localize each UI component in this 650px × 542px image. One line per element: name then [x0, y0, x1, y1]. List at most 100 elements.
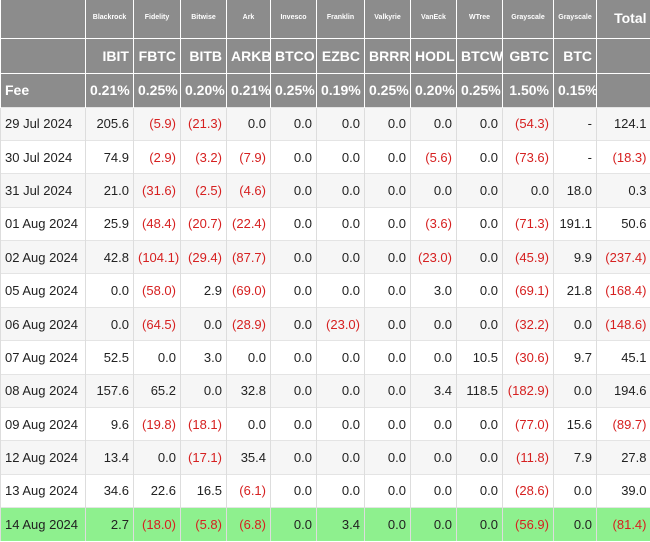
- flow-cell: 0.0: [502, 173, 554, 208]
- data-row: 14 Aug 2024 2.7 (18.0) (5.8) (6.8) 0.0 3.4 0.0 0…: [0, 507, 650, 542]
- flow-cell: (30.6): [502, 340, 554, 375]
- flow-cell: 0.0: [270, 407, 317, 441]
- ticker: GBTC: [502, 37, 554, 73]
- total-cell: (81.4): [596, 507, 650, 542]
- flow-cell: 0.0: [226, 340, 271, 375]
- date: 01 Aug 2024: [0, 206, 86, 241]
- flow-cell: (19.8): [133, 407, 181, 441]
- ticker: EZBC: [316, 37, 365, 73]
- flow-cell: 0.0: [553, 473, 597, 508]
- flow-cell: 3.4: [316, 507, 365, 542]
- flow-cell: (69.0): [226, 273, 271, 308]
- total-cell: (18.3): [596, 139, 650, 174]
- issuer: Blackrock: [85, 0, 134, 38]
- flow-cell: 22.6: [133, 473, 181, 508]
- flow-cell: 0.0: [133, 440, 181, 475]
- header: Blackrock Fidelity Bitwise Ark Invesco Frankl…: [0, 0, 650, 73]
- flow-cell: 32.8: [226, 373, 271, 408]
- blank: [596, 72, 650, 107]
- flow-cell: 0.0: [364, 440, 411, 475]
- flow-cell: 157.6: [85, 373, 134, 408]
- flow-cell: 0.0: [410, 340, 457, 375]
- flow-cell: 0.0: [270, 340, 317, 375]
- flow-cell: 0.0: [364, 139, 411, 174]
- date: 08 Aug 2024: [0, 373, 86, 408]
- flow-cell: 0.0: [270, 473, 317, 508]
- flow-cell: 191.1: [553, 206, 597, 241]
- flow-cell: (28.9): [226, 306, 271, 341]
- flow-cell: 0.0: [316, 473, 365, 508]
- flow-cell: (7.9): [226, 139, 271, 174]
- flow-cell: (104.1): [133, 240, 181, 274]
- flow-cell: (28.6): [502, 473, 554, 508]
- fee-row: Fee 0.21% 0.25% 0.20% 0.21% 0.25% 0.19% 0.25% 0…: [0, 72, 650, 107]
- flow-cell: 18.0: [553, 173, 597, 208]
- flow-cell: 0.0: [410, 173, 457, 208]
- fee: 0.25%: [364, 72, 411, 107]
- flow-cell: 0.0: [316, 139, 365, 174]
- fee: 0.19%: [316, 72, 365, 107]
- flow-cell: (31.6): [133, 173, 181, 208]
- total-cell: (237.4): [596, 240, 650, 274]
- flow-cell: 2.7: [85, 507, 134, 542]
- flow-cell: 0.0: [364, 507, 411, 542]
- flow-cell: (45.9): [502, 240, 554, 274]
- date: 09 Aug 2024: [0, 407, 86, 441]
- flow-cell: 205.6: [85, 106, 134, 141]
- date: 29 Jul 2024: [0, 106, 86, 141]
- date: 13 Aug 2024: [0, 473, 86, 508]
- flow-cell: 7.9: [553, 440, 597, 475]
- fee: 0.25%: [133, 72, 181, 107]
- flow-cell: (5.6): [410, 139, 457, 174]
- flow-cell: 0.0: [410, 473, 457, 508]
- flow-cell: 0.0: [316, 273, 365, 308]
- flow-cell: (23.0): [410, 240, 457, 274]
- flow-cell: (71.3): [502, 206, 554, 241]
- blank: [596, 37, 650, 73]
- flow-cell: 0.0: [226, 106, 271, 141]
- flow-cell: (17.1): [180, 440, 227, 475]
- flow-cell: (4.6): [226, 173, 271, 208]
- flow-cell: 0.0: [364, 173, 411, 208]
- data-row: 02 Aug 2024 42.8 (104.1) (29.4) (87.7) 0.0 0.0…: [0, 240, 650, 274]
- flow-cell: 0.0: [316, 407, 365, 441]
- ticker: BTCW: [456, 37, 503, 73]
- issuer: Bitwise: [180, 0, 227, 38]
- flow-cell: 0.0: [456, 440, 503, 475]
- flow-cell: 0.0: [364, 340, 411, 375]
- flow-cell: 0.0: [316, 106, 365, 141]
- date: 12 Aug 2024: [0, 440, 86, 475]
- flow-cell: 0.0: [456, 407, 503, 441]
- flow-cell: (182.9): [502, 373, 554, 408]
- fee: 0.25%: [456, 72, 503, 107]
- flow-cell: 0.0: [364, 306, 411, 341]
- flow-cell: 0.0: [270, 373, 317, 408]
- flow-cell: 0.0: [410, 106, 457, 141]
- flow-cell: (11.8): [502, 440, 554, 475]
- total-cell: 194.6: [596, 373, 650, 408]
- flow-cell: 0.0: [364, 206, 411, 241]
- flow-cell: 0.0: [316, 206, 365, 241]
- flow-cell: 25.9: [85, 206, 134, 241]
- body: Fee 0.21% 0.25% 0.20% 0.21% 0.25% 0.19% 0.25% 0…: [0, 72, 650, 542]
- flow-cell: 0.0: [270, 306, 317, 341]
- flow-cell: 9.6: [85, 407, 134, 441]
- flow-cell: 0.0: [553, 306, 597, 341]
- flow-cell: 0.0: [270, 440, 317, 475]
- fee: 0.20%: [180, 72, 227, 107]
- corner: [0, 0, 86, 38]
- flow-cell: 0.0: [180, 306, 227, 341]
- flow-cell: (58.0): [133, 273, 181, 308]
- total-cell: (148.6): [596, 306, 650, 341]
- flow-cell: -: [553, 106, 597, 141]
- ticker: BTCO: [270, 37, 317, 73]
- flow-cell: 0.0: [226, 407, 271, 441]
- flow-cell: (3.2): [180, 139, 227, 174]
- data-row: 06 Aug 2024 0.0 (64.5) 0.0 (28.9) 0.0 (23.0) 0.…: [0, 306, 650, 341]
- flow-cell: 3.0: [410, 273, 457, 308]
- issuer: Franklin: [316, 0, 365, 38]
- data-row: 05 Aug 2024 0.0 (58.0) 2.9 (69.0) 0.0 0.0 0.0 3.…: [0, 273, 650, 308]
- issuer: VanEck: [410, 0, 457, 38]
